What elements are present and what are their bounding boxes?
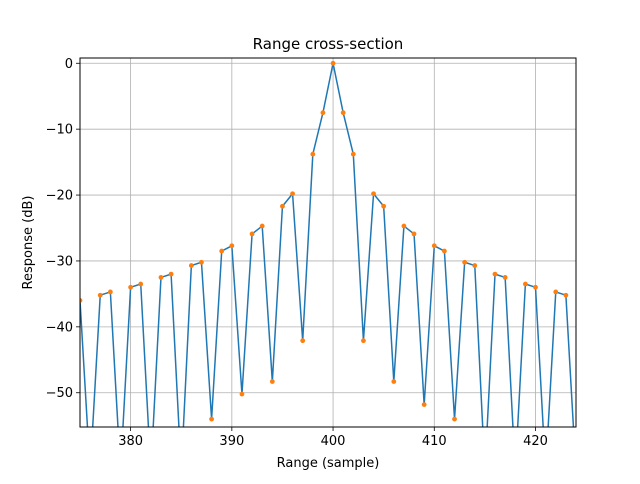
data-point-marker — [442, 248, 447, 254]
data-point-marker — [107, 289, 113, 295]
data-point-marker — [128, 284, 134, 290]
data-point-marker — [280, 203, 285, 209]
y-tick-label: −40 — [46, 320, 73, 335]
data-point-marker — [361, 338, 366, 344]
grid — [80, 58, 576, 427]
data-point-marker — [522, 281, 528, 287]
data-point-marker — [219, 248, 225, 254]
data-point-marker — [80, 298, 83, 303]
data-point-marker — [249, 231, 255, 237]
data-point-marker — [371, 191, 376, 197]
data-point-marker — [168, 271, 174, 277]
y-tick-label: −50 — [46, 386, 73, 401]
data-point-marker — [229, 243, 235, 249]
y-tick-label: −30 — [46, 254, 73, 269]
plot-frame — [79, 57, 577, 428]
data-point-marker — [340, 110, 346, 116]
plot-area — [80, 58, 576, 427]
x-tick-label: 410 — [422, 434, 447, 449]
chart-title: Range cross-section — [253, 35, 404, 53]
data-point-marker — [199, 259, 204, 265]
data-point-marker — [431, 243, 437, 249]
x-tick-label: 400 — [321, 434, 346, 449]
data-point-marker — [381, 203, 387, 209]
data-point-marker — [421, 402, 427, 407]
data-point-marker — [290, 191, 295, 197]
data-point-marker — [502, 275, 508, 280]
data-point-marker — [188, 263, 194, 268]
data-point-marker — [472, 263, 478, 268]
data-point-marker — [269, 379, 275, 384]
x-axis-label: Range (sample) — [277, 456, 380, 471]
data-point-marker — [239, 391, 245, 397]
data-point-marker — [533, 284, 538, 290]
y-tick-label: −20 — [46, 189, 73, 204]
data-point-marker — [452, 416, 457, 422]
data-point-marker — [97, 292, 103, 298]
data-point-marker — [310, 151, 316, 157]
data-point-marker — [401, 223, 407, 229]
data-point-marker — [350, 151, 356, 157]
data-point-marker — [462, 259, 468, 265]
y-tick-label: −10 — [46, 123, 73, 138]
y-axis-label: Response (dB) — [21, 196, 36, 290]
data-point-marker — [391, 379, 397, 384]
data-point-marker — [553, 289, 559, 295]
data-point-marker — [259, 223, 265, 229]
data-point-marker — [330, 60, 336, 66]
data-point-marker — [209, 416, 214, 422]
data-point-marker — [320, 110, 326, 116]
data-point-marker — [411, 231, 417, 237]
data-point-marker — [300, 338, 306, 344]
y-tick-label: 0 — [65, 57, 73, 72]
x-tick-label: 420 — [523, 434, 548, 449]
data-point-marker — [158, 275, 164, 280]
data-layer — [80, 60, 575, 427]
data-point-marker — [563, 292, 569, 298]
x-tick-label: 390 — [219, 434, 244, 449]
x-tick-label: 380 — [118, 434, 143, 449]
data-point-marker — [492, 271, 498, 277]
data-point-marker — [138, 281, 144, 287]
ticks: 380 390 400 410 420 0 −10 −20 −30 −40 −50 — [46, 57, 548, 449]
